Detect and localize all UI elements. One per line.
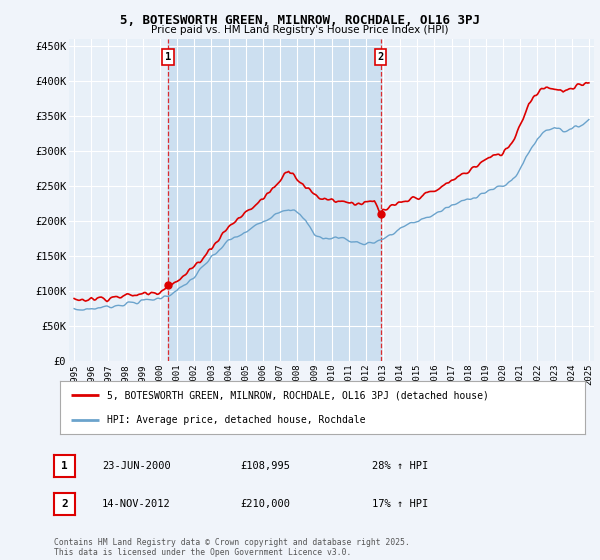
- Text: 17% ↑ HPI: 17% ↑ HPI: [372, 499, 428, 509]
- Text: 23-JUN-2000: 23-JUN-2000: [102, 461, 171, 471]
- Text: 1: 1: [61, 461, 68, 471]
- Text: 28% ↑ HPI: 28% ↑ HPI: [372, 461, 428, 471]
- Text: Contains HM Land Registry data © Crown copyright and database right 2025.
This d: Contains HM Land Registry data © Crown c…: [54, 538, 410, 557]
- Bar: [168, 39, 381, 361]
- Text: £210,000: £210,000: [240, 499, 290, 509]
- Text: 14-NOV-2012: 14-NOV-2012: [102, 499, 171, 509]
- Text: HPI: Average price, detached house, Rochdale: HPI: Average price, detached house, Roch…: [107, 414, 366, 424]
- Text: Price paid vs. HM Land Registry's House Price Index (HPI): Price paid vs. HM Land Registry's House …: [151, 25, 449, 35]
- Text: 1: 1: [165, 52, 171, 62]
- Text: 2: 2: [61, 499, 68, 509]
- Text: £108,995: £108,995: [240, 461, 290, 471]
- Text: 5, BOTESWORTH GREEN, MILNROW, ROCHDALE, OL16 3PJ (detached house): 5, BOTESWORTH GREEN, MILNROW, ROCHDALE, …: [107, 390, 489, 400]
- Text: 2: 2: [377, 52, 384, 62]
- Text: 5, BOTESWORTH GREEN, MILNROW, ROCHDALE, OL16 3PJ: 5, BOTESWORTH GREEN, MILNROW, ROCHDALE, …: [120, 14, 480, 27]
